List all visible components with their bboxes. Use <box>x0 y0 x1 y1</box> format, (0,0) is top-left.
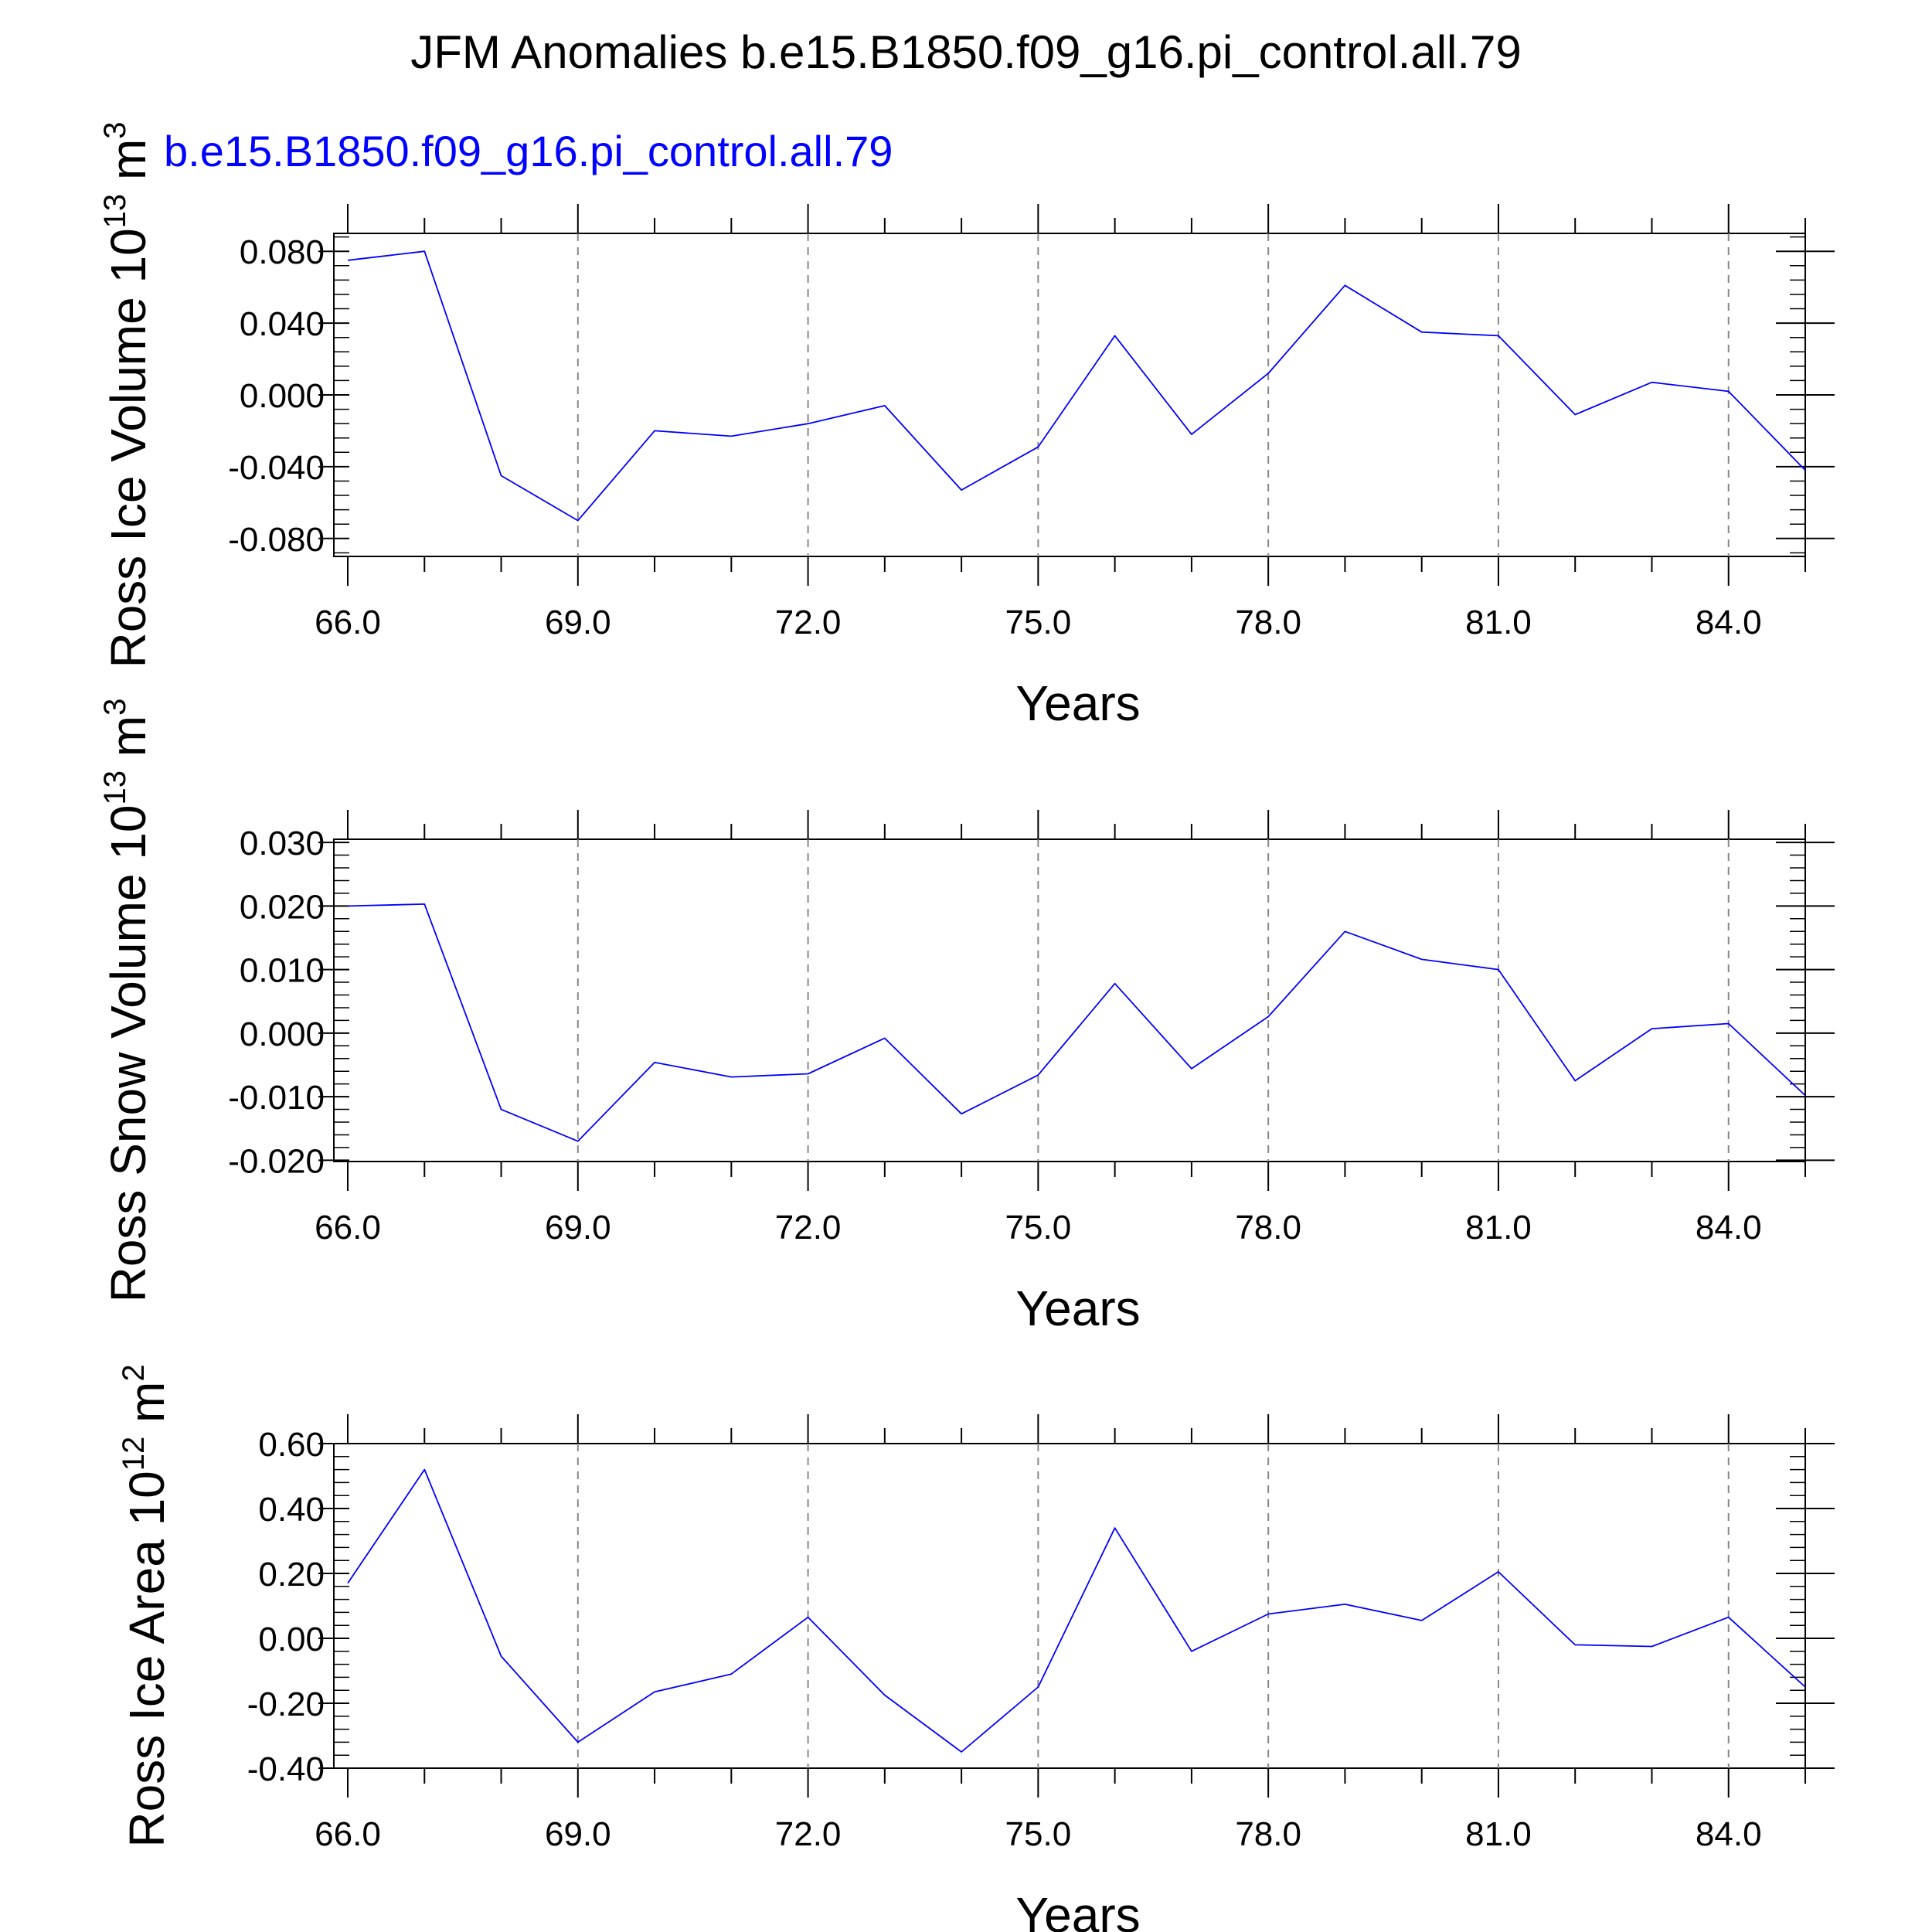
x-tick-label: 81.0 <box>1465 1815 1532 1853</box>
y-label-text: Ross Ice Volume 10 <box>100 228 156 668</box>
y-tick-label: -0.20 <box>247 1685 325 1723</box>
x-tick-label: 78.0 <box>1235 1209 1301 1247</box>
y-tick-label: -0.010 <box>228 1079 325 1117</box>
x-tick-label: 75.0 <box>1005 604 1072 641</box>
y-label-unit: m <box>100 139 156 194</box>
x-tick-label: 78.0 <box>1235 1815 1301 1853</box>
y-tick-label: -0.040 <box>228 449 325 487</box>
y-label-text: Ross Snow Volume 10 <box>100 804 156 1302</box>
x-tick-label: 78.0 <box>1235 604 1301 641</box>
y-tick-label: 0.00 <box>258 1621 325 1658</box>
y-tick-label: -0.40 <box>247 1750 325 1788</box>
y-label-unit-exponent: 3 <box>98 699 132 716</box>
y-tick-label: 0.010 <box>240 952 325 990</box>
y-tick-label: 0.030 <box>240 825 325 862</box>
y-axis-label: Ross Snow Volume 1013 m3 <box>98 699 156 1303</box>
x-tick-label: 75.0 <box>1005 1815 1072 1853</box>
x-tick-label: 69.0 <box>545 604 611 641</box>
x-tick-label: 84.0 <box>1696 1209 1762 1247</box>
x-tick-label: 72.0 <box>775 604 842 641</box>
chart-panel-2: 66.0 69.0 72.0 75.0 78.0 81.0 84.0 -0.020 -0.010… <box>98 699 1835 1336</box>
y-tick-label: 0.20 <box>258 1556 325 1594</box>
x-tick-label: 66.0 <box>315 1209 381 1247</box>
y-tick-label: 0.40 <box>258 1491 325 1529</box>
y-tick-label: 0.60 <box>258 1426 325 1464</box>
x-tick-label: 81.0 <box>1465 1209 1532 1247</box>
y-label-text: Ross Ice Area 10 <box>119 1471 175 1847</box>
x-tick-label: 72.0 <box>775 1209 842 1247</box>
x-tick-label: 66.0 <box>315 604 381 641</box>
y-label-unit-exponent: 2 <box>117 1364 151 1381</box>
x-axis-label: Years <box>1015 675 1140 731</box>
y-tick-label: 0.020 <box>240 888 325 926</box>
y-label-unit-exponent: 3 <box>98 121 132 138</box>
x-axis-label: Years <box>1015 1281 1140 1336</box>
x-tick-label: 84.0 <box>1696 1815 1762 1853</box>
series-line <box>347 250 1806 522</box>
x-tick-label: 84.0 <box>1696 604 1762 641</box>
y-label-exponent: 13 <box>98 194 132 229</box>
chart-panel-1: 66.0 69.0 72.0 75.0 78.0 81.0 84.0 -0.080 -0.040… <box>98 121 1835 731</box>
series-legend-label: b.e15.B1850.f09_g16.pi_control.all.79 <box>164 127 893 175</box>
plot-frame <box>333 1443 1806 1769</box>
y-axis-label: Ross Ice Volume 1013 m3 <box>98 121 156 668</box>
x-tick-label: 66.0 <box>315 1815 381 1853</box>
y-label-exponent: 13 <box>98 770 132 805</box>
x-tick-label: 75.0 <box>1005 1209 1072 1247</box>
panels-group: 66.0 69.0 72.0 75.0 78.0 81.0 84.0 -0.080 -0.040… <box>98 121 1835 1932</box>
y-tick-label: 0.000 <box>240 1015 325 1053</box>
x-tick-label: 81.0 <box>1465 604 1532 641</box>
x-axis-label: Years <box>1015 1887 1140 1932</box>
y-tick-label: -0.080 <box>228 521 325 559</box>
series-line <box>347 903 1806 1142</box>
y-tick-label: 0.080 <box>240 233 325 271</box>
figure-title: JFM Anomalies b.e15.B1850.f09_g16.pi_con… <box>410 26 1522 78</box>
chart-panel-3: 66.0 69.0 72.0 75.0 78.0 81.0 84.0 -0.40 -0.20 0.… <box>117 1364 1835 1932</box>
y-tick-label: -0.020 <box>228 1142 325 1180</box>
y-label-unit: m <box>100 716 156 770</box>
y-tick-label: 0.040 <box>240 305 325 343</box>
y-axis-label: Ross Ice Area 1012 m2 <box>117 1364 175 1847</box>
plot-frame <box>333 838 1806 1162</box>
x-tick-label: 69.0 <box>545 1815 611 1853</box>
y-label-exponent: 12 <box>117 1437 151 1471</box>
x-tick-label: 72.0 <box>775 1815 842 1853</box>
y-tick-label: 0.000 <box>240 377 325 415</box>
x-tick-label: 69.0 <box>545 1209 611 1247</box>
y-label-unit: m <box>119 1382 175 1437</box>
series-line <box>347 1468 1806 1753</box>
